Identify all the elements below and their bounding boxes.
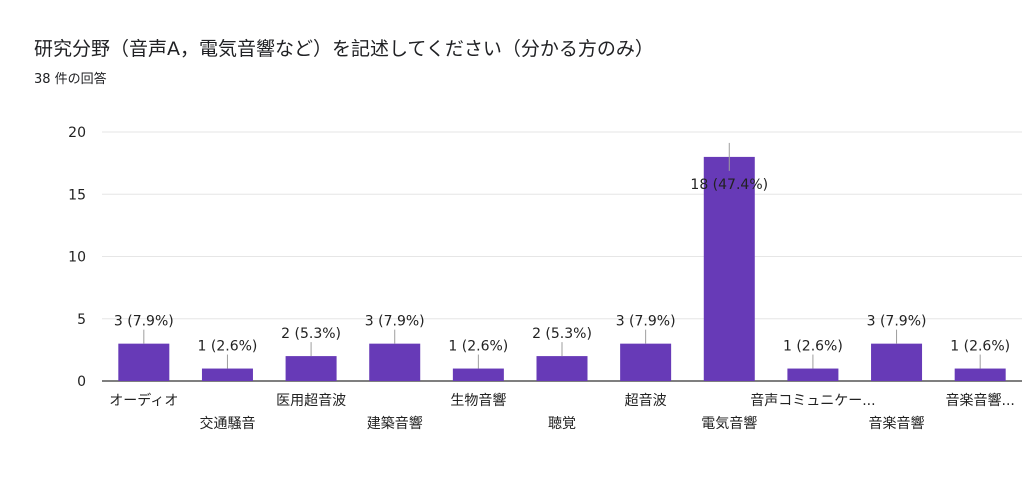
data-label: 3 (7.9%) — [365, 314, 425, 330]
bar — [536, 356, 588, 381]
bar — [703, 156, 755, 381]
data-label: 3 (7.9%) — [867, 314, 927, 330]
x-tick-label: 医用超音波 — [276, 392, 346, 409]
bars — [118, 156, 1006, 381]
y-tick-label: 5 — [77, 312, 86, 328]
data-label: 3 (7.9%) — [114, 314, 174, 330]
x-tick-label: 音楽音響... — [946, 392, 1015, 409]
data-label: 1 (2.6%) — [198, 339, 258, 355]
data-label: 1 (2.6%) — [448, 339, 508, 355]
data-label: 2 (5.3%) — [281, 326, 341, 342]
data-label: 1 (2.6%) — [950, 339, 1010, 355]
bar — [620, 343, 672, 381]
x-tick-label: 生物音響 — [450, 392, 506, 409]
x-tick-label: 建築音響 — [367, 415, 423, 432]
data-labels: 3 (7.9%) 1 (2.6%) 2 (5.3%) 3 (7.9%) 1 (2.6%)… — [114, 142, 1010, 369]
x-tick-label: 聴覚 — [548, 416, 576, 432]
bar — [118, 343, 170, 381]
x-tick-label: 交通騒音 — [199, 415, 255, 432]
bar — [285, 356, 337, 381]
bar — [871, 343, 923, 381]
data-label: 3 (7.9%) — [616, 314, 676, 330]
response-count: 38 件の回答 — [34, 72, 107, 87]
data-label: 18 (47.4%) — [690, 177, 768, 193]
bar — [201, 368, 253, 381]
x-tick-label: オーディオ — [109, 392, 178, 409]
bar — [787, 368, 839, 381]
data-label: 1 (2.6%) — [783, 339, 843, 355]
y-axis-ticks: 0 5 10 15 20 — [68, 125, 86, 390]
y-tick-label: 10 — [68, 250, 86, 266]
question-title: 研究分野（音声A，電気音響など）を記述してください（分かる方のみ） — [34, 38, 654, 60]
x-tick-label: 電気音響 — [701, 415, 757, 432]
x-tick-label: 音楽音響 — [869, 415, 925, 432]
bar — [452, 368, 504, 381]
y-tick-label: 20 — [68, 125, 86, 141]
y-tick-label: 0 — [77, 374, 86, 390]
data-label: 2 (5.3%) — [532, 326, 592, 342]
x-tick-label: 超音波 — [625, 392, 667, 409]
bar — [369, 343, 421, 381]
bar — [954, 368, 1006, 381]
x-tick-label: 音声コミュニケー... — [750, 392, 875, 409]
y-tick-label: 15 — [68, 187, 86, 203]
